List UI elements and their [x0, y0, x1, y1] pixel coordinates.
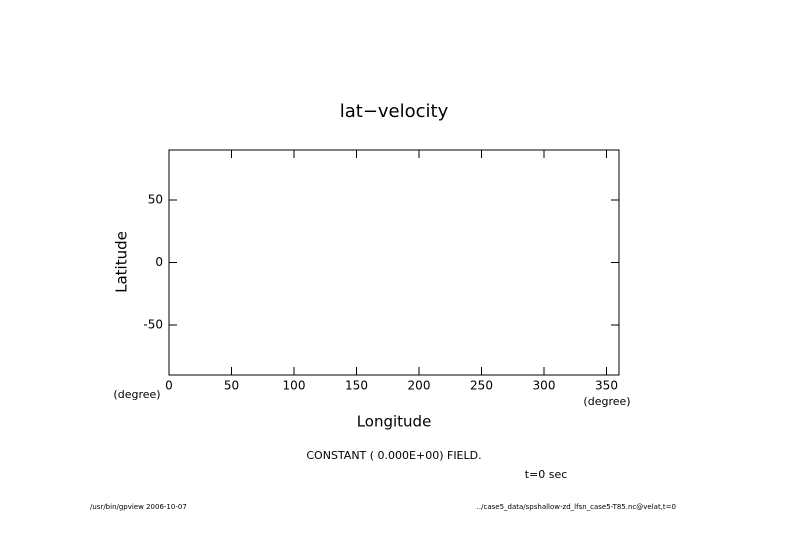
x-tick-label: 350 — [595, 379, 618, 393]
y-tick-label: 50 — [148, 193, 163, 207]
chart-title: lat−velocity — [340, 101, 449, 122]
x-tick-label: 50 — [224, 379, 239, 393]
annotation: t=0 sec — [525, 468, 568, 481]
y-axis-label: Latitude — [113, 231, 131, 293]
y-unit: (degree) — [113, 388, 160, 401]
x-tick-label: 100 — [283, 379, 306, 393]
y-tick-label: 0 — [155, 255, 163, 269]
y-tick-label: -50 — [143, 318, 163, 332]
x-tick-label: 300 — [533, 379, 556, 393]
x-tick-label: 200 — [408, 379, 431, 393]
annotation: CONSTANT ( 0.000E+00) FIELD. — [306, 449, 481, 462]
x-axis-label: Longitude — [357, 413, 432, 431]
x-tick-label: 150 — [345, 379, 368, 393]
footer-left: /usr/bin/gpview 2006-10-07 — [90, 503, 187, 511]
x-unit: (degree) — [583, 395, 630, 408]
x-tick-label: 0 — [165, 379, 173, 393]
x-tick-label: 250 — [470, 379, 493, 393]
footer-right: ../case5_data/spshallow-zd_lfsn_case5-T8… — [477, 503, 676, 511]
